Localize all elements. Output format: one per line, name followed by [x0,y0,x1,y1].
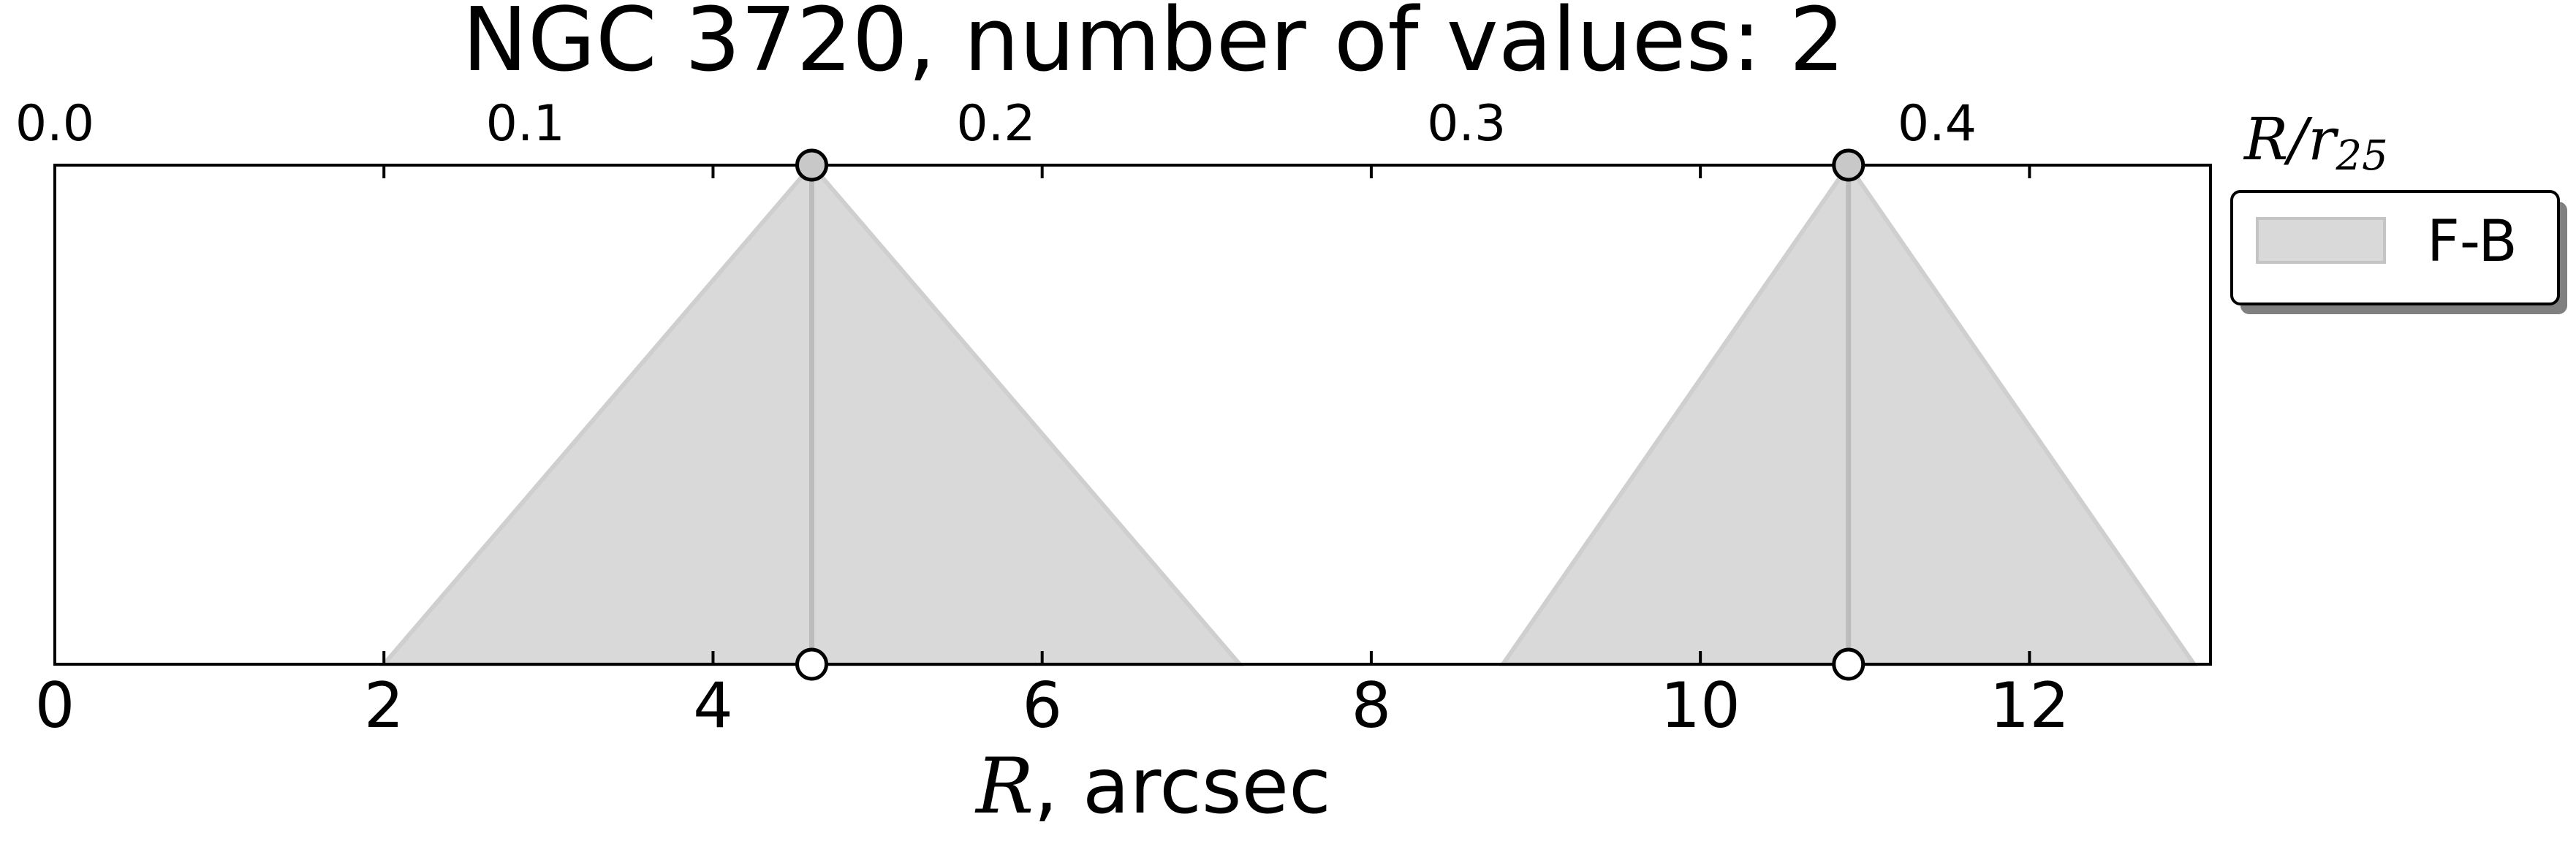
plot-frame [53,164,2212,666]
x-tick-label: 4 [693,669,733,742]
data-point-marker-top [1832,148,1865,182]
legend: F-B [2230,190,2567,314]
bottom-axis-ticks: 0 2 4 6 8 10 12 [35,165,2069,742]
legend-swatch [2256,217,2386,264]
top-axis-ticks: 0.0 0.1 0.2 0.3 0.4 [15,95,1977,153]
x-tick-label: 0 [35,669,75,742]
x-tick-label: 8 [1352,669,1392,742]
top-axis-label-subscript: 25 [2335,132,2387,180]
top-tick-label: 0.4 [1898,95,1977,153]
top-tick-label: 0.3 [1427,95,1506,153]
data-point-marker-bottom [795,647,829,681]
x-tick-label: 6 [1022,669,1062,742]
top-tick-label: 0.0 [15,95,94,153]
top-tick-label: 0.2 [956,95,1035,153]
x-tick-label: 2 [364,669,404,742]
x-axis-label-unit: , arcsec [1034,742,1331,831]
x-axis-label: R, arcsec [974,742,1331,831]
top-tick-label: 0.1 [486,95,565,153]
data-point-marker-top [795,148,829,182]
legend-label: F-B [2427,209,2518,275]
top-axis-label-main: R/r [2243,105,2339,173]
x-tick-label: 10 [1660,669,1740,742]
x-axis-label-symbol: R [974,742,1034,831]
chart-title: NGC 3720, number of values: 2 [462,0,1845,91]
data-point-marker-bottom [1832,647,1865,681]
data-markers [795,148,1865,681]
x-tick-label: 12 [1990,669,2069,742]
data-bands [379,161,2199,666]
top-axis-label: R/r25 [2243,105,2388,180]
